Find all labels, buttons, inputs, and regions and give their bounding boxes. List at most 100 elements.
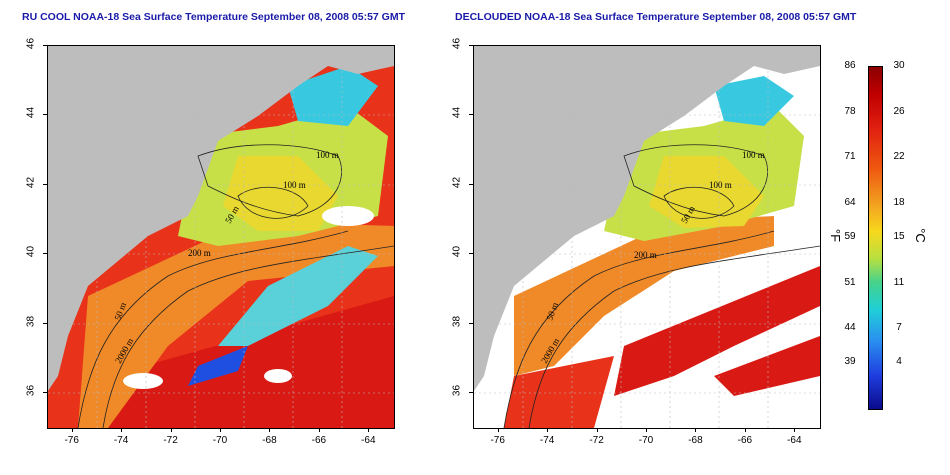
isobath-50m (237, 186, 309, 219)
colorbar-fahrenheit-label: 59 (844, 231, 856, 242)
colorbar-celsius-label: 11 (893, 276, 905, 288)
longitude-tick-mark (646, 428, 647, 432)
land-mass (48, 46, 394, 391)
latitude-tick-label: 36 (25, 385, 37, 397)
longitude-tick-label: -70 (212, 435, 228, 446)
longitude-tick-mark (497, 428, 499, 432)
sst-map-declouded: 100 m 100 m 50 m 200 m 50 m 2000 m (473, 45, 821, 429)
isobath-2000m (528, 245, 820, 428)
cloud-patch (264, 369, 292, 383)
cloud-patch (123, 373, 163, 389)
latitude-tick-mark (43, 253, 47, 255)
longitude-tick-label: -74 (113, 435, 129, 446)
isobath-200m (503, 230, 775, 428)
latitude-tick-mark (43, 322, 47, 324)
cloud-patch (322, 206, 374, 226)
latitude-tick-mark (43, 183, 47, 185)
latitude-tick-label: 42 (451, 176, 463, 188)
cold-cloud-patch (188, 346, 248, 386)
longitude-tick-mark (368, 428, 370, 432)
cloud-contaminated-band (218, 246, 378, 346)
longitude-tick-label: -66 (737, 435, 753, 446)
isobath-100m (623, 144, 768, 217)
gulf-stream-zone (108, 296, 394, 428)
latitude-tick-mark (469, 392, 473, 394)
latitude-tick-label: 44 (25, 107, 37, 119)
longitude-tick-mark (596, 428, 598, 432)
contour-label: 100 m (316, 150, 339, 160)
land-mass (474, 46, 820, 391)
sst-map-raw-canvas: 100 m 100 m 50 m 200 m 50 m 2000 m (48, 46, 394, 428)
longitude-tick-label: -64 (787, 435, 802, 446)
latitude-tick-label: 36 (451, 385, 463, 397)
warm-water-patch (714, 336, 820, 396)
longitude-tick-mark (318, 428, 320, 432)
latitude-tick-label: 40 (25, 246, 37, 258)
contour-label: 200 m (634, 250, 657, 260)
map-title-left: RU COOL NOAA-18 Sea Surface Temperature … (22, 11, 406, 23)
sst-map-raw: 100 m 100 m 50 m 200 m 50 m 2000 m (47, 45, 395, 429)
longitude-tick-label: -68 (262, 435, 277, 446)
colorbar-fahrenheit-label: 86 (844, 60, 856, 71)
colorbar-unit-fahrenheit: °F (828, 228, 844, 243)
colorbar-celsius-label: 7 (896, 322, 902, 334)
longitude-tick-label: -70 (638, 435, 654, 446)
latitude-tick-label: 40 (451, 246, 463, 258)
colorbar-celsius-label: 4 (896, 356, 902, 368)
warm-water-patch (614, 266, 820, 396)
longitude-tick-label: -72 (163, 435, 178, 446)
latitude-tick-label: 38 (25, 315, 37, 327)
latitude-tick-mark (469, 253, 473, 255)
longitude-tick-mark (695, 428, 697, 432)
map-title-right: DECLOUDED NOAA-18 Sea Surface Temperatur… (455, 11, 857, 23)
contour-label: 100 m (283, 180, 306, 190)
longitude-tick-mark (547, 428, 549, 432)
georges-bank-region (649, 156, 764, 228)
colorbar-celsius-label: 26 (893, 105, 905, 117)
longitude-tick-mark (744, 428, 746, 432)
contour-label: 200 m (188, 248, 211, 258)
longitude-tick-mark (794, 428, 796, 432)
shelf-warm-band (514, 216, 774, 376)
colorbar-fahrenheit-label: 71 (844, 151, 856, 163)
latitude-tick-mark (469, 322, 473, 324)
colorbar-fahrenheit-label: 39 (844, 356, 856, 368)
latitude-tick-mark (43, 114, 47, 116)
temperature-colorbar (868, 66, 883, 410)
isobath-100m (197, 144, 342, 217)
cold-water-north (288, 66, 378, 126)
colorbar-celsius-label: 15 (893, 231, 905, 242)
colorbar-celsius-label: 18 (893, 196, 905, 208)
latitude-tick-label: 46 (25, 37, 37, 50)
colorbar-fahrenheit-label: 44 (844, 322, 856, 334)
isobath-50m (663, 186, 735, 219)
colorbar-fahrenheit-label: 51 (844, 276, 856, 288)
latitude-tick-mark (43, 392, 47, 394)
colorbar-celsius-label: 30 (893, 60, 905, 71)
colorbar-celsius-label: 22 (893, 151, 905, 163)
longitude-tick-label: -64 (361, 435, 376, 446)
longitude-tick-label: -76 (64, 435, 79, 446)
latitude-tick-mark (469, 45, 473, 46)
graticule (474, 46, 820, 428)
cold-water-north (714, 76, 794, 126)
longitude-tick-mark (121, 428, 123, 432)
isobath-2000m (102, 245, 394, 428)
latitude-tick-mark (469, 114, 473, 116)
latitude-tick-label: 44 (451, 107, 463, 119)
longitude-tick-mark (71, 428, 73, 432)
isobath-200m (77, 230, 349, 428)
longitude-tick-label: -68 (688, 435, 703, 446)
graticule (48, 46, 394, 428)
latitude-tick-label: 46 (451, 37, 463, 50)
latitude-tick-mark (469, 183, 473, 185)
colorbar-unit-celsius: °C (912, 228, 928, 243)
colorbar-fahrenheit-label: 64 (844, 196, 856, 208)
longitude-tick-mark (170, 428, 172, 432)
latitude-tick-label: 38 (451, 315, 463, 327)
latitude-tick-label: 42 (25, 176, 37, 188)
colorbar-fahrenheit-label: 78 (844, 105, 856, 117)
longitude-tick-label: -72 (589, 435, 604, 446)
contour-label: 100 m (742, 150, 765, 160)
sst-map-declouded-canvas: 100 m 100 m 50 m 200 m 50 m 2000 m (474, 46, 820, 428)
